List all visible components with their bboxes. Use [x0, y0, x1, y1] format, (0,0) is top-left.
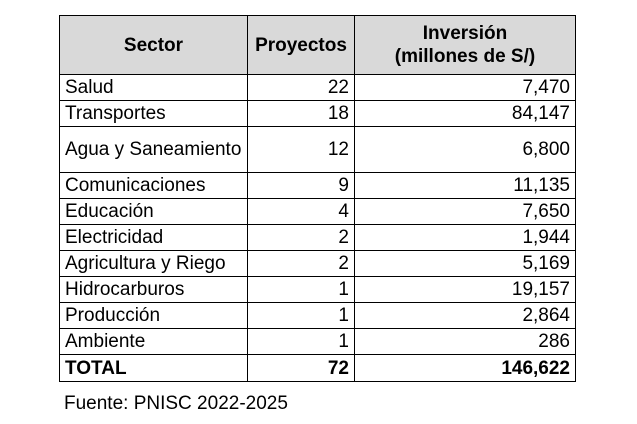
sector-cell: Ambiente: [59, 328, 248, 355]
investment-cell: 84,147: [354, 100, 576, 127]
investment-by-sector-table: Sector Proyectos Inversión (millones de …: [59, 15, 576, 382]
header-projects: Proyectos: [247, 15, 355, 75]
table-row: Educación 4 7,650: [59, 198, 576, 225]
table-row: Ambiente 1 286: [59, 328, 576, 355]
projects-cell: 4: [247, 198, 355, 225]
sector-cell: Producción: [59, 302, 248, 329]
sector-cell: Electricidad: [59, 224, 248, 251]
sector-cell: Hidrocarburos: [59, 276, 248, 303]
total-investment-cell: 146,622: [354, 354, 576, 382]
investment-cell: 6,800: [354, 126, 576, 173]
header-investment-line1: Inversión: [422, 23, 508, 44]
projects-cell: 1: [247, 302, 355, 329]
table-row: Electricidad 2 1,944: [59, 224, 576, 251]
header-investment: Inversión (millones de S/): [354, 15, 576, 75]
projects-cell: 9: [247, 172, 355, 199]
investment-cell: 286: [354, 328, 576, 355]
total-label-cell: TOTAL: [59, 354, 248, 382]
sector-cell: Agua y Saneamiento: [59, 126, 248, 173]
projects-cell: 12: [247, 126, 355, 173]
table-row: Salud 22 7,470: [59, 74, 576, 101]
table-total-row: TOTAL 72 146,622: [59, 354, 576, 382]
total-projects-cell: 72: [247, 354, 355, 382]
table-row: Transportes 18 84,147: [59, 100, 576, 127]
table-row: Hidrocarburos 1 19,157: [59, 276, 576, 303]
investment-cell: 7,470: [354, 74, 576, 101]
sector-cell: Salud: [59, 74, 248, 101]
table-row: Agua y Saneamiento 12 6,800: [59, 126, 576, 173]
projects-cell: 2: [247, 250, 355, 277]
investment-table-container: Sector Proyectos Inversión (millones de …: [59, 15, 576, 382]
projects-cell: 1: [247, 328, 355, 355]
table-row: Agricultura y Riego 2 5,169: [59, 250, 576, 277]
table-row: Comunicaciones 9 11,135: [59, 172, 576, 199]
investment-cell: 11,135: [354, 172, 576, 199]
source-note: Fuente: PNISC 2022-2025: [64, 393, 288, 414]
sector-cell: Transportes: [59, 100, 248, 127]
sector-cell: Agricultura y Riego: [59, 250, 248, 277]
investment-cell: 1,944: [354, 224, 576, 251]
sector-cell: Comunicaciones: [59, 172, 248, 199]
table-row: Producción 1 2,864: [59, 302, 576, 329]
table-header-row: Sector Proyectos Inversión (millones de …: [59, 15, 576, 75]
investment-cell: 19,157: [354, 276, 576, 303]
sector-cell: Educación: [59, 198, 248, 225]
investment-cell: 2,864: [354, 302, 576, 329]
header-investment-line2: (millones de S/): [394, 46, 536, 67]
projects-cell: 2: [247, 224, 355, 251]
header-sector: Sector: [59, 15, 248, 75]
investment-cell: 7,650: [354, 198, 576, 225]
projects-cell: 22: [247, 74, 355, 101]
projects-cell: 1: [247, 276, 355, 303]
projects-cell: 18: [247, 100, 355, 127]
investment-cell: 5,169: [354, 250, 576, 277]
